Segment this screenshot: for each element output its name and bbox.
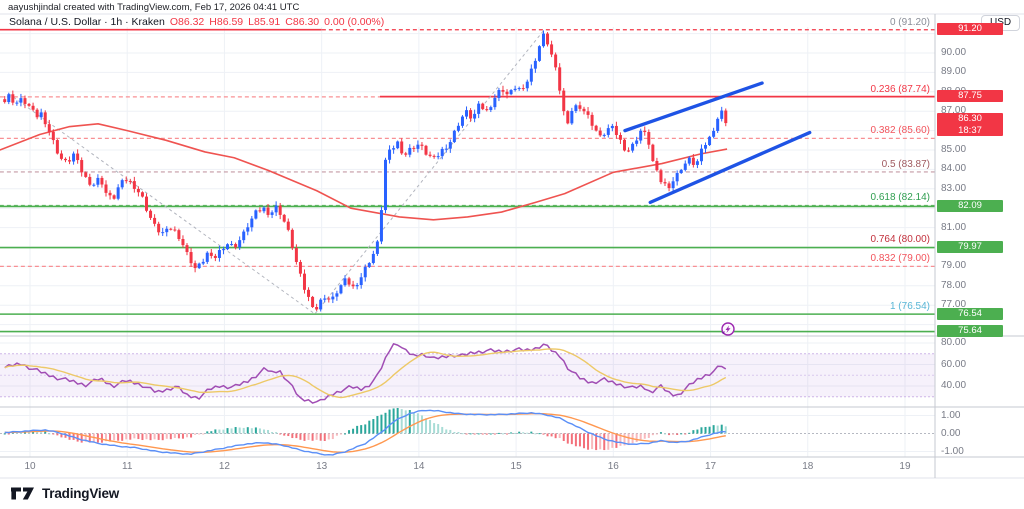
attribution-text: aayushjindal created with TradingView.co… xyxy=(8,2,300,13)
time-tick-label: 12 xyxy=(218,461,230,472)
rsi-pane xyxy=(0,343,935,404)
price-badge-value: 91.20 xyxy=(958,23,982,35)
price-badge: 91.20 xyxy=(937,23,1003,36)
ohlc-high: H86.59 xyxy=(209,16,244,28)
price-badge-value: 76.54 xyxy=(958,307,982,319)
fib-level-label: 0.382 (85.60) xyxy=(870,125,931,137)
fib-level-label: 0.764 (80.00) xyxy=(870,234,931,245)
rsi-tick-label: 40.00 xyxy=(941,380,967,391)
time-tick-label: 13 xyxy=(316,461,328,472)
ohlc-open: O86.32 xyxy=(169,16,205,28)
price-badge: 76.54 xyxy=(937,307,1003,320)
rsi-tick-label: 60.00 xyxy=(941,358,967,370)
event-marker-icon[interactable] xyxy=(719,321,736,338)
price-badge-value: 86.30 xyxy=(958,112,982,124)
macd-tick-label: -1.00 xyxy=(941,445,964,457)
ohlc-low: L85.91 xyxy=(248,16,281,28)
price-badge-value: 75.64 xyxy=(958,325,982,337)
time-tick-label: 18 xyxy=(802,461,814,472)
countdown-timer: 18:37 xyxy=(958,124,982,136)
price-badge: 82.09 xyxy=(937,199,1003,212)
macd-pane xyxy=(3,408,727,456)
price-tick-label: 83.00 xyxy=(941,182,967,194)
macd-tick-label: 1.00 xyxy=(941,409,961,421)
price-tick-label: 90.00 xyxy=(941,47,967,58)
tradingview-logo-text: TradingView xyxy=(42,486,120,501)
price-tick-label: 89.00 xyxy=(941,66,967,78)
symbol-legend[interactable]: Solana / U.S. Dollar · 1h · Kraken O86.32… xyxy=(9,16,384,28)
fib-level-label: 0.236 (87.74) xyxy=(870,83,931,95)
price-tick-label: 81.00 xyxy=(941,221,967,233)
macd-tick-label: 0.00 xyxy=(941,427,961,439)
price-badge: 86.30 18:37 xyxy=(937,112,1003,136)
price-tick-label: 77.00 xyxy=(941,299,967,311)
ohlc-close: C86.30 xyxy=(285,16,320,28)
price-tick-label: 84.00 xyxy=(941,163,967,175)
time-tick-label: 11 xyxy=(122,461,133,472)
price-tick-label: 87.00 xyxy=(941,105,967,117)
price-tick-label: 79.00 xyxy=(941,260,967,272)
price-badge: 75.64 xyxy=(937,325,1003,338)
time-tick-label: 14 xyxy=(413,461,425,472)
price-badge: 79.97 xyxy=(937,241,1003,254)
fib-level-label: 1 (76.54) xyxy=(889,301,930,313)
price-tick-label: 78.00 xyxy=(941,279,967,291)
price-badge-value: 79.97 xyxy=(958,241,982,253)
fib-level-label: 0.5 (83.87) xyxy=(881,158,930,170)
price-pane xyxy=(0,28,935,333)
fib-level-label: 0 (91.20) xyxy=(889,16,930,28)
price-badge-value: 82.09 xyxy=(958,199,982,211)
price-tick-label: 85.00 xyxy=(941,144,967,155)
rsi-tick-label: 80.00 xyxy=(941,337,967,348)
time-tick-label: 19 xyxy=(899,461,911,472)
symbol-title[interactable]: Solana / U.S. Dollar · 1h · Kraken xyxy=(9,16,165,28)
time-tick-label: 15 xyxy=(510,461,522,472)
price-badge: 87.75 xyxy=(937,90,1003,103)
price-badge-value: 87.75 xyxy=(958,90,982,102)
ohlc-change: 0.00 (0.00%) xyxy=(324,16,385,28)
pane-borders xyxy=(0,13,1024,479)
time-tick-label: 16 xyxy=(607,461,619,472)
time-tick-label: 10 xyxy=(24,461,36,472)
tradingview-logo-mark xyxy=(11,487,34,500)
fib-level-label: 0.832 (79.00) xyxy=(870,253,931,265)
candles-layer xyxy=(3,30,728,312)
tradingview-logo[interactable]: TradingView xyxy=(10,486,119,501)
time-tick-label: 17 xyxy=(704,461,717,472)
fib-level-label: 0.618 (82.14) xyxy=(870,192,931,204)
